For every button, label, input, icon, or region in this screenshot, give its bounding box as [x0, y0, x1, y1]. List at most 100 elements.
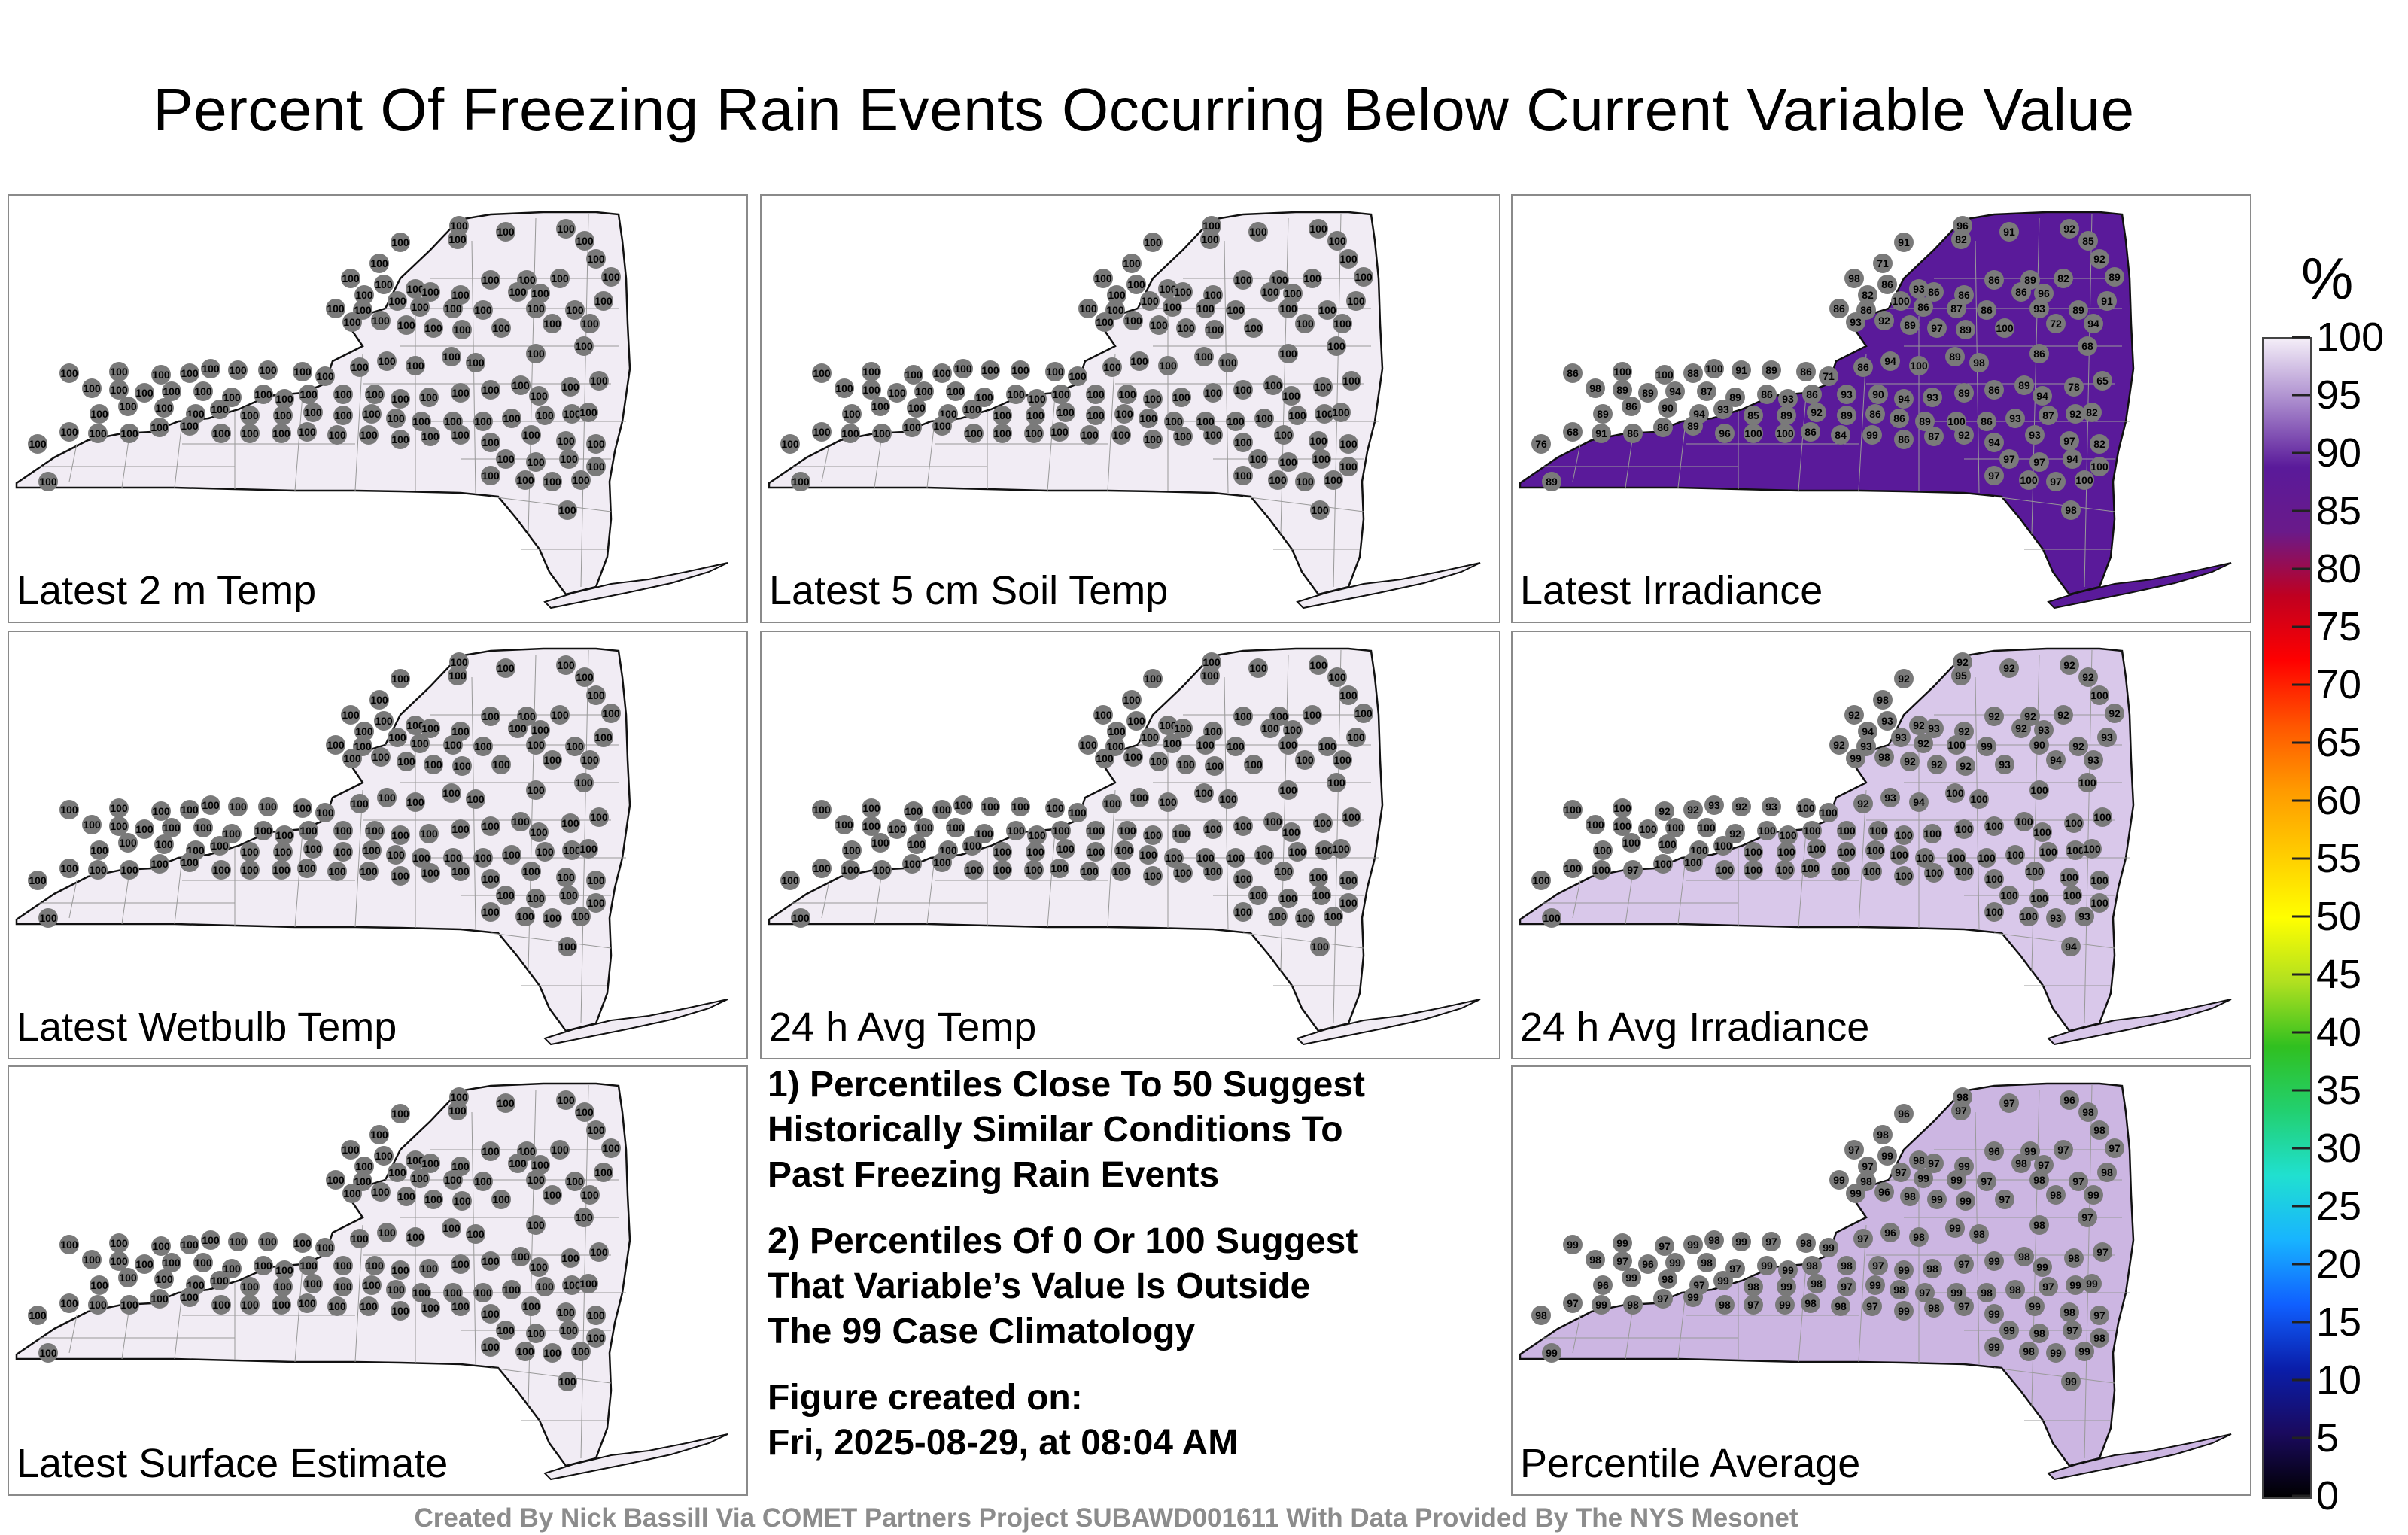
- station-value: 89: [2109, 271, 2121, 283]
- station-value: 86: [1898, 433, 1910, 445]
- station-marker: 100: [1163, 734, 1182, 753]
- station-value: 100: [543, 476, 561, 488]
- station-value: 100: [2006, 849, 2024, 861]
- station-dot: [1050, 422, 1069, 442]
- station-value: 100: [60, 426, 78, 438]
- station-value: 100: [391, 433, 409, 445]
- station-marker: 100: [151, 365, 171, 385]
- station-value: 93: [1841, 388, 1853, 400]
- station-value: 86: [1627, 427, 1639, 439]
- station-value: 82: [2093, 438, 2105, 450]
- station-value: 100: [212, 427, 230, 439]
- station-dot: [1623, 424, 1643, 443]
- station-value: 100: [421, 722, 439, 734]
- station-dot: [556, 1302, 576, 1322]
- colorbar-tick-label: 10: [2316, 1357, 2362, 1403]
- station-dot: [1862, 862, 1882, 881]
- station-value: 100: [366, 825, 384, 837]
- station-marker: 98: [2046, 1185, 2066, 1205]
- station-marker: 82: [2090, 434, 2109, 454]
- station-value: 100: [1564, 862, 1582, 874]
- station-dot: [556, 655, 576, 675]
- station-value: 100: [1163, 737, 1181, 749]
- station-dot: [780, 871, 800, 890]
- station-marker: 100: [491, 318, 511, 338]
- station-value: 100: [474, 740, 492, 752]
- station-marker: 96: [1874, 1182, 1894, 1202]
- colorbar-tick-label: 100: [2316, 315, 2385, 360]
- station-marker: 97: [2093, 1242, 2112, 1262]
- station-value: 100: [406, 360, 424, 372]
- station-dot: [154, 1269, 174, 1289]
- station-marker: 100: [1697, 818, 1716, 837]
- county-boundary: [1993, 496, 2115, 512]
- station-value: 100: [444, 852, 462, 864]
- station-dot: [1874, 1182, 1894, 1202]
- station-value: 100: [1716, 864, 1734, 876]
- station-dot: [1274, 425, 1294, 445]
- station-dot: [862, 798, 881, 818]
- station-marker: 91: [1999, 222, 2019, 242]
- station-value: 100: [2063, 889, 2081, 901]
- station-value: 100: [530, 826, 548, 838]
- station-marker: 100: [862, 816, 881, 836]
- station-value: 100: [527, 302, 545, 315]
- station-marker: 100: [258, 360, 278, 380]
- station-value: 100: [1314, 817, 1332, 829]
- station-value: 100: [1115, 844, 1133, 856]
- station-marker: 99: [1757, 1256, 1777, 1275]
- station-value: 100: [1103, 361, 1121, 373]
- station-marker: 92: [1999, 658, 2019, 678]
- station-dot: [1586, 378, 1605, 398]
- station-dot: [1254, 409, 1274, 428]
- station-dot: [904, 801, 923, 821]
- station-marker: 100: [1278, 889, 1298, 908]
- station-marker: 93: [1846, 312, 1865, 332]
- station-value: 100: [412, 852, 430, 864]
- station-dot: [2078, 1102, 2098, 1122]
- county-boundary: [174, 857, 183, 925]
- station-marker: 100: [579, 839, 598, 859]
- station-dot: [481, 707, 500, 726]
- station-value: 100: [448, 233, 467, 245]
- station-dot: [1312, 886, 1331, 905]
- station-marker: 100: [1172, 824, 1191, 843]
- station-marker: 100: [109, 1233, 129, 1253]
- station-marker: 98: [1890, 1280, 1909, 1299]
- station-marker: 100: [556, 431, 576, 451]
- station-dot: [180, 853, 199, 872]
- station-marker: 92: [1853, 794, 1873, 813]
- station-value: 99: [1881, 1150, 1893, 1162]
- station-marker: 100: [993, 842, 1012, 862]
- station-dot: [406, 792, 425, 812]
- station-dot: [1282, 386, 1301, 406]
- station-value: 71: [1823, 370, 1835, 382]
- station-dot: [443, 299, 463, 318]
- station-value: 100: [316, 370, 334, 382]
- station-value: 100: [566, 740, 584, 752]
- station-dot: [1203, 425, 1223, 445]
- station-marker: 100: [1777, 842, 1796, 862]
- station-marker: 100: [1051, 821, 1071, 840]
- station-value: 100: [482, 906, 500, 918]
- station-value: 98: [1913, 1154, 1925, 1166]
- station-value: 99: [1869, 1279, 1881, 1291]
- station-value: 100: [492, 758, 510, 771]
- station-marker: 100: [575, 1102, 594, 1122]
- station-dot: [2025, 425, 2045, 445]
- station-marker: 99: [1846, 1184, 1865, 1203]
- station-marker: 99: [1927, 1190, 1947, 1209]
- station-marker: 100: [1218, 353, 1238, 372]
- station-marker: 100: [303, 839, 323, 859]
- station-marker: 100: [481, 902, 500, 922]
- station-dot: [1080, 862, 1099, 881]
- station-dot: [1890, 1280, 1909, 1299]
- station-marker: 97: [1623, 860, 1643, 880]
- station-dot: [1354, 267, 1373, 287]
- station-value: 100: [579, 843, 597, 855]
- station-dot: [333, 842, 353, 862]
- station-marker: 100: [150, 1289, 169, 1309]
- station-value: 97: [2042, 1281, 2054, 1293]
- station-value: 100: [274, 1281, 292, 1293]
